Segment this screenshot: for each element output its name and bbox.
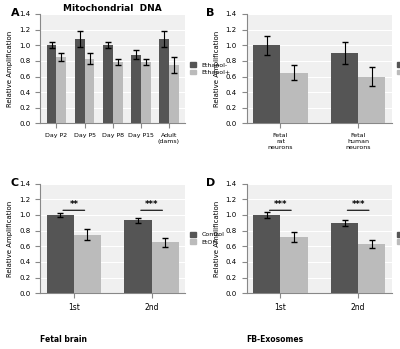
Text: ***: *** <box>145 200 158 209</box>
Bar <box>131 55 141 124</box>
Bar <box>152 242 179 293</box>
Bar <box>47 45 56 124</box>
Bar <box>253 45 280 124</box>
Y-axis label: Relative Amplification: Relative Amplification <box>8 200 14 276</box>
Bar <box>358 244 385 293</box>
Bar <box>84 59 94 124</box>
Text: D: D <box>206 178 215 188</box>
Bar <box>358 76 385 124</box>
Text: FB-Exosomes: FB-Exosomes <box>246 335 304 344</box>
Legend: Ethanol-, Ethanol+: Ethanol-, Ethanol+ <box>190 62 230 75</box>
Title: Mitochondrial  DNA: Mitochondrial DNA <box>63 4 162 13</box>
Legend: Ethanol-, Ethanol+: Ethanol-, Ethanol+ <box>396 62 400 75</box>
Bar <box>124 221 152 293</box>
Bar <box>103 45 113 124</box>
Legend: Control, EtOH: Control, EtOH <box>190 232 224 245</box>
Bar <box>169 65 179 124</box>
Y-axis label: Relative Amplification: Relative Amplification <box>214 200 220 276</box>
Bar <box>280 237 308 293</box>
Bar <box>253 215 280 293</box>
Legend: Control, EtOH: Control, EtOH <box>396 232 400 245</box>
Text: **: ** <box>69 200 78 209</box>
Bar <box>47 215 74 293</box>
Text: A: A <box>11 8 20 18</box>
Bar <box>141 62 151 124</box>
Text: ***: *** <box>352 200 365 209</box>
Bar <box>75 39 84 124</box>
Y-axis label: Relative Amplification: Relative Amplification <box>8 31 14 107</box>
Text: ***: *** <box>274 200 287 209</box>
Text: B: B <box>206 8 214 18</box>
Bar <box>56 57 66 124</box>
Bar <box>280 73 308 124</box>
Y-axis label: Relative Amplification: Relative Amplification <box>214 31 220 107</box>
Text: C: C <box>11 178 19 188</box>
Bar <box>74 235 101 293</box>
Bar <box>113 62 122 124</box>
Bar <box>331 53 358 124</box>
Bar <box>331 223 358 293</box>
Bar <box>159 39 169 124</box>
Text: Fetal brain: Fetal brain <box>40 335 87 344</box>
